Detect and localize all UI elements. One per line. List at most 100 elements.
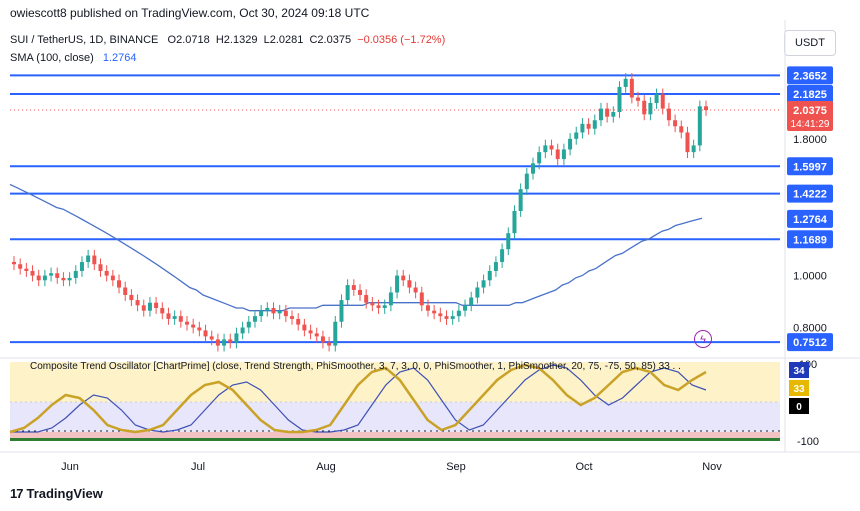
level-tag bbox=[787, 157, 833, 176]
level-tag bbox=[787, 66, 833, 85]
candle-body bbox=[147, 302, 152, 311]
candle-body bbox=[580, 123, 585, 133]
sma-legend[interactable]: SMA (100, close) 1.2764 bbox=[10, 52, 136, 64]
candle-body bbox=[364, 294, 369, 303]
time-axis-label: Nov bbox=[702, 461, 722, 473]
osc-mid-zone bbox=[10, 402, 780, 432]
candle-body bbox=[636, 97, 641, 101]
candle-body bbox=[370, 302, 375, 306]
candle-body bbox=[444, 316, 449, 319]
candle-body bbox=[314, 333, 319, 337]
candle-body bbox=[401, 275, 406, 281]
candle-body bbox=[24, 268, 29, 271]
candle-body bbox=[691, 145, 696, 153]
candle-body bbox=[345, 285, 350, 301]
candle-body bbox=[617, 86, 622, 113]
level-tag bbox=[787, 85, 833, 104]
candle-body bbox=[320, 336, 325, 343]
osc-tag bbox=[789, 398, 809, 414]
candle-body bbox=[203, 330, 208, 337]
candle-body bbox=[537, 152, 542, 164]
candle-body bbox=[191, 324, 196, 328]
level-tag bbox=[787, 333, 833, 352]
candle-body bbox=[135, 300, 140, 306]
time-axis-label: Jun bbox=[61, 461, 79, 473]
candle-body bbox=[660, 94, 665, 109]
candle-body bbox=[333, 321, 338, 346]
sma-label: SMA (100, close) bbox=[10, 52, 94, 64]
candle-body bbox=[561, 149, 566, 160]
candle-body bbox=[339, 300, 344, 322]
candle-body bbox=[475, 287, 480, 298]
symbol-name[interactable]: SUI / TetherUS, 1D, BINANCE bbox=[10, 34, 159, 46]
osc-tag-label: 33 bbox=[793, 384, 805, 395]
osc-green-band bbox=[10, 438, 780, 441]
candle-body bbox=[79, 262, 84, 271]
osc-tag bbox=[789, 380, 809, 396]
candle-body bbox=[704, 106, 708, 111]
candle-body bbox=[222, 339, 227, 346]
candle-body bbox=[259, 310, 264, 317]
candle-body bbox=[154, 302, 159, 308]
osc-main-line bbox=[9, 363, 707, 434]
candle-body bbox=[283, 310, 288, 317]
candle-body bbox=[419, 292, 424, 306]
price-axis-label: 1.0000 bbox=[793, 271, 827, 283]
osc-upper-zone bbox=[10, 362, 780, 402]
level-tag-label: 2.1825 bbox=[793, 89, 827, 101]
candle-body bbox=[197, 327, 202, 331]
sma-line bbox=[9, 183, 703, 312]
candle-body bbox=[456, 310, 461, 317]
candle-body bbox=[605, 108, 610, 117]
candle-body bbox=[215, 339, 220, 346]
candle-body bbox=[129, 294, 134, 301]
candle-body bbox=[568, 138, 573, 150]
candle-body bbox=[358, 289, 362, 295]
candle-body bbox=[296, 318, 301, 325]
candle-body bbox=[592, 120, 597, 129]
candle-body bbox=[654, 94, 659, 103]
candle-body bbox=[185, 321, 189, 325]
symbol-info: SUI / TetherUS, 1D, BINANCE O2.0718 H2.1… bbox=[10, 34, 445, 46]
currency-selector[interactable]: USDT bbox=[784, 30, 836, 56]
candle-body bbox=[290, 316, 295, 319]
candle-body bbox=[623, 78, 628, 87]
candle-body bbox=[160, 307, 165, 314]
candle-body bbox=[30, 270, 35, 276]
level-tag-label: 2.3652 bbox=[793, 70, 827, 82]
sma-tag-label: 1.2764 bbox=[793, 214, 828, 226]
osc-tag bbox=[789, 362, 809, 378]
last-price-tag bbox=[787, 101, 833, 132]
candle-body bbox=[141, 305, 146, 311]
time-axis-label: Jul bbox=[191, 461, 205, 473]
candle-body bbox=[73, 270, 78, 278]
countdown-label: 14:41:29 bbox=[791, 119, 830, 130]
candle-body bbox=[512, 211, 517, 234]
candle-body bbox=[388, 292, 393, 306]
oscillator-label[interactable]: Composite Trend Oscillator [ChartPrime] … bbox=[30, 361, 681, 372]
low-value: L2.0281 bbox=[263, 34, 304, 46]
candle-body bbox=[265, 307, 270, 311]
candle-body bbox=[351, 285, 356, 290]
candle-body bbox=[629, 78, 634, 98]
level-tag-label: 1.5997 bbox=[793, 161, 827, 173]
candle-body bbox=[395, 275, 400, 293]
sma-tag bbox=[787, 209, 833, 228]
candle-body bbox=[252, 316, 257, 322]
change-value: −0.0356 (−1.72%) bbox=[357, 34, 446, 46]
level-tag-label: 1.1689 bbox=[793, 234, 827, 246]
publish-info: owiescott8 published on TradingView.com,… bbox=[10, 6, 370, 20]
candle-body bbox=[425, 305, 430, 311]
open-value: O2.0718 bbox=[167, 34, 210, 46]
bolt-icon[interactable]: ϟ bbox=[694, 330, 712, 348]
candle-body bbox=[432, 310, 437, 314]
osc-tag-label: 34 bbox=[793, 366, 805, 377]
candle-body bbox=[382, 305, 387, 308]
candle-body bbox=[598, 108, 603, 121]
candle-body bbox=[110, 275, 115, 281]
candle-body bbox=[234, 333, 239, 343]
candle-body bbox=[506, 233, 511, 250]
candle-body bbox=[240, 327, 245, 334]
candle-body bbox=[666, 108, 671, 121]
